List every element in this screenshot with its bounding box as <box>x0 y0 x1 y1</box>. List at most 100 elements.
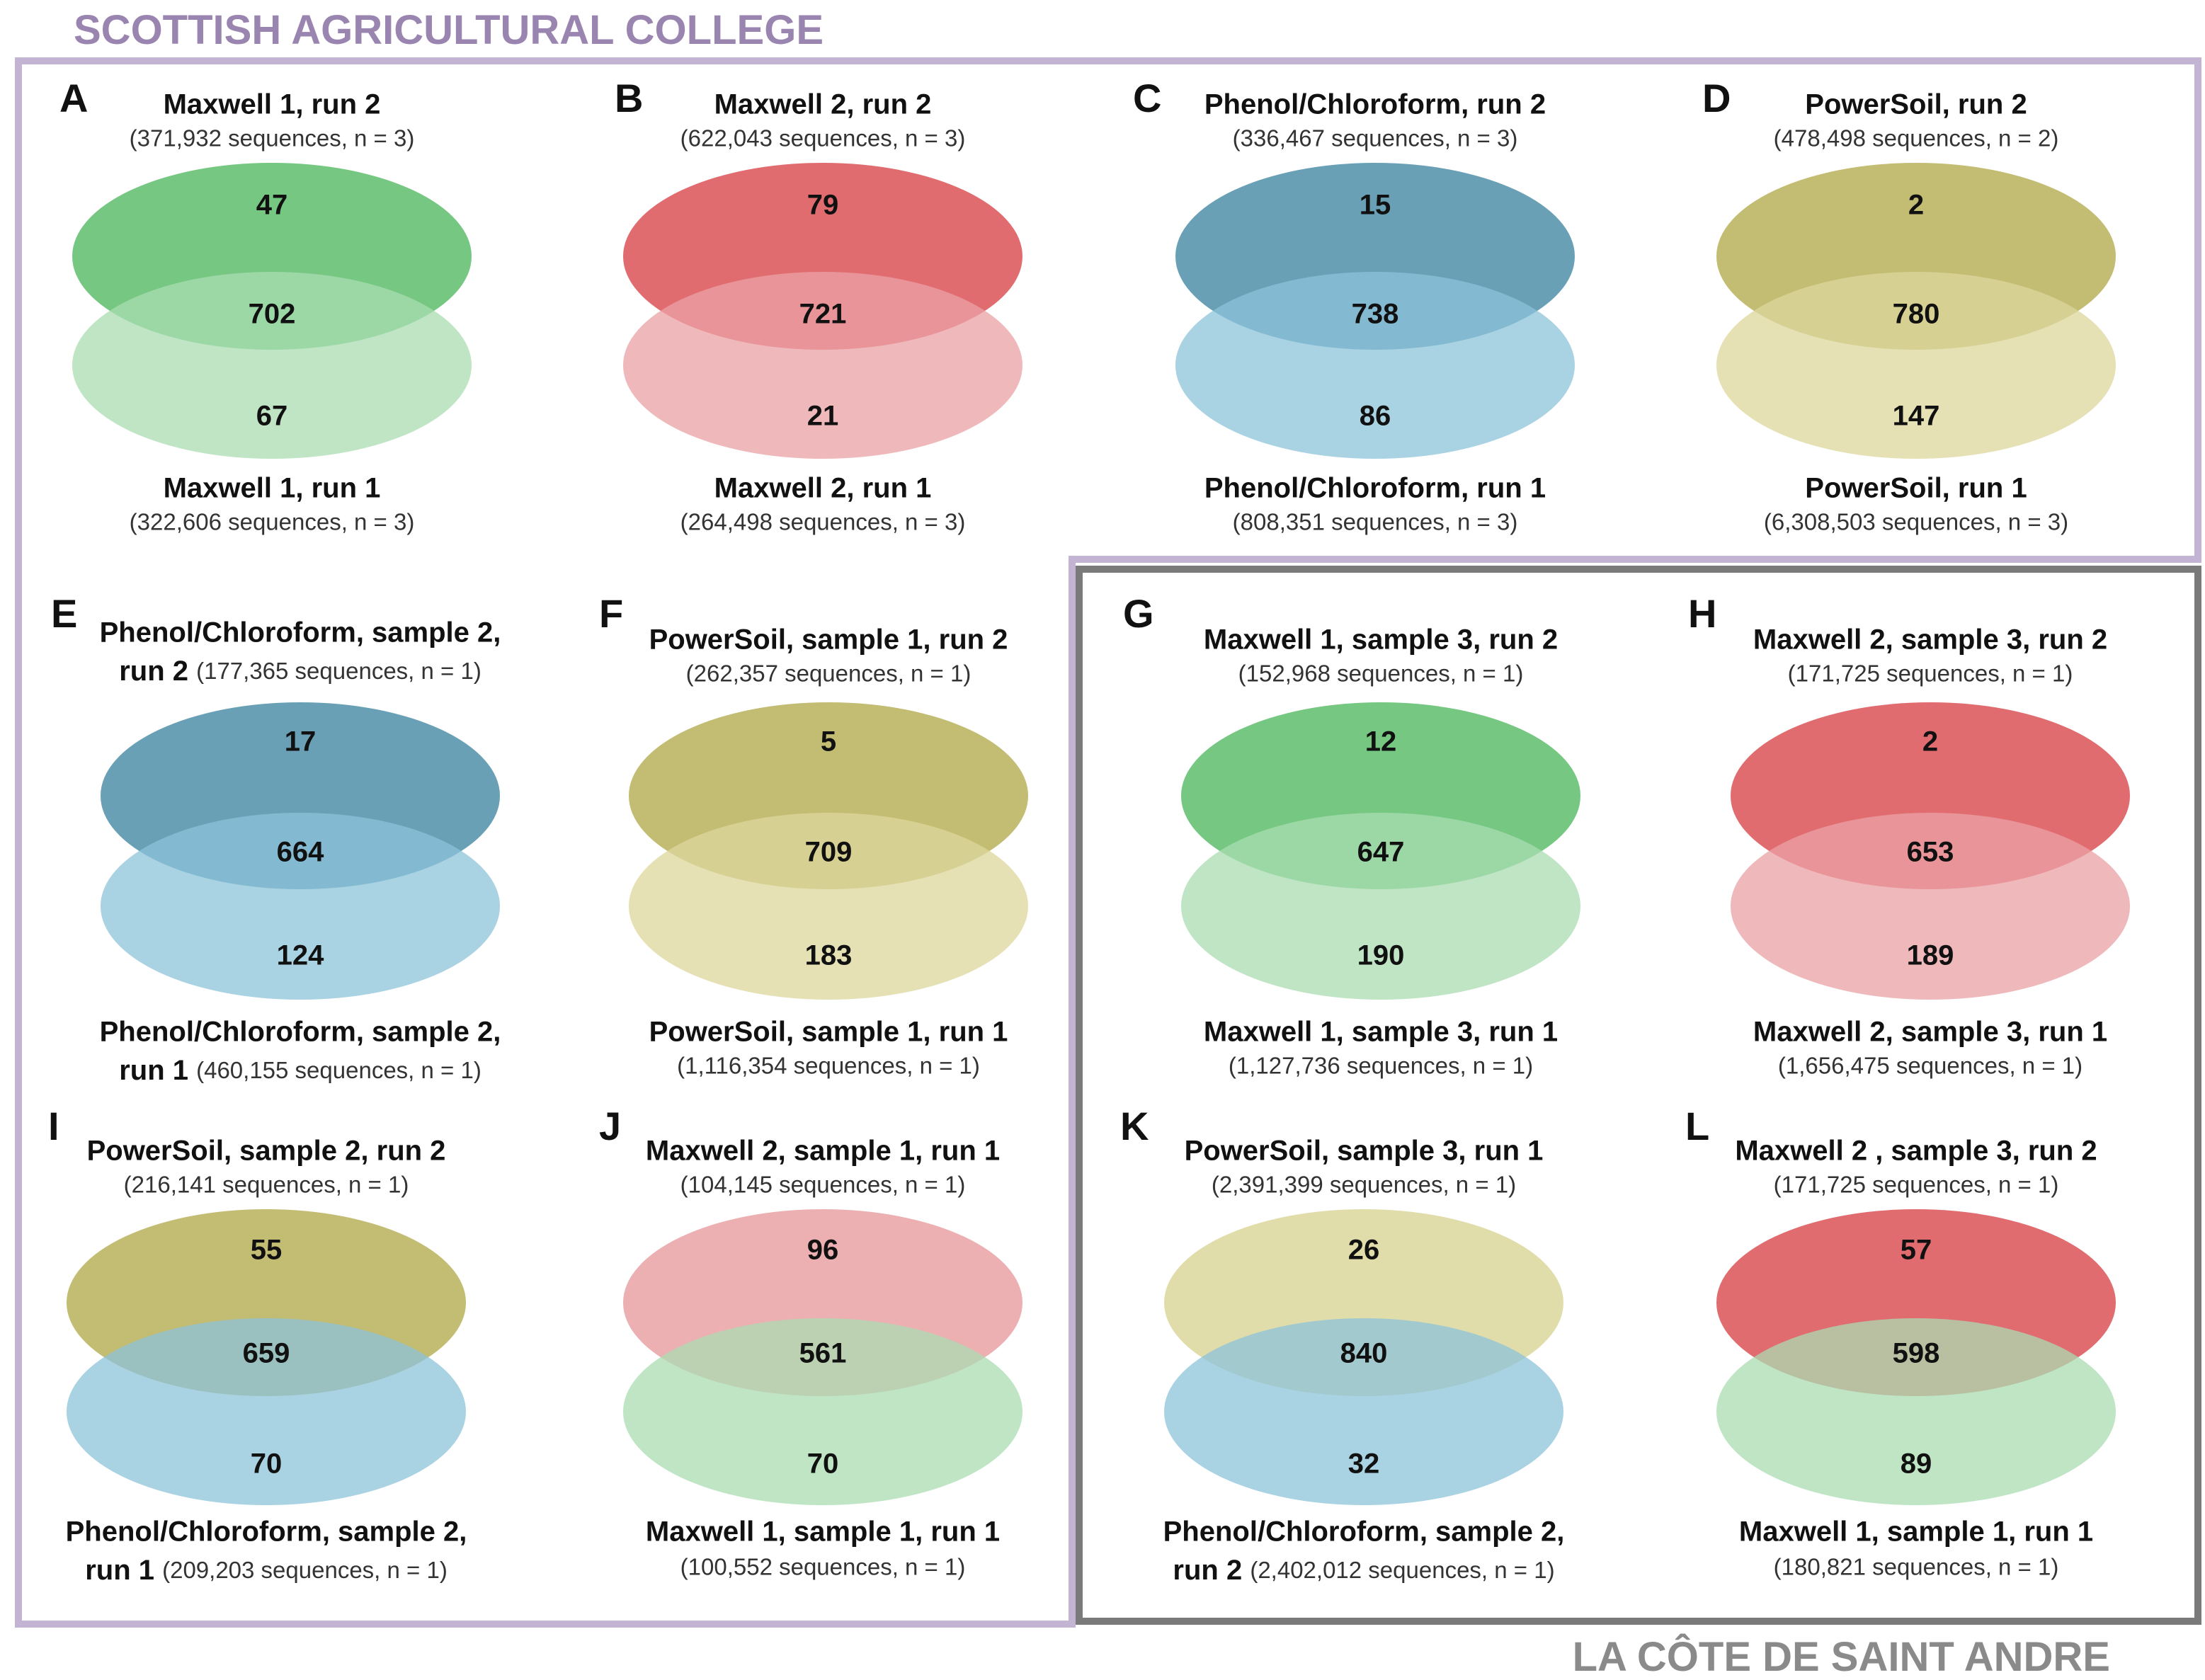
bottom-set-title-line2: run 1 (209,203 sequences, n = 1) <box>85 1555 448 1586</box>
bottom-set-sequence-count: (209,203 sequences, n = 1) <box>162 1557 448 1583</box>
bottom-set-title: Maxwell 2, sample 3, run 1 <box>1753 1017 2107 1048</box>
bottom-set-title: Phenol/Chloroform, sample 2, <box>1163 1516 1565 1548</box>
bottom-set-title-cont: run 1 <box>85 1555 154 1586</box>
top-set-sequence-count: (152,968 sequences, n = 1) <box>1238 661 1524 687</box>
venn-panel-g: G Maxwell 1, sample 3, run 2 (152,968 sequ… <box>1123 591 1580 1079</box>
bottom-set-ellipse <box>1164 1318 1563 1505</box>
top-only-count: 26 <box>1348 1235 1380 1266</box>
venn-panel-f: F PowerSoil, sample 1, run 2 (262,357 sequ… <box>599 591 1028 1079</box>
bottom-set-title-cont: run 1 <box>119 1055 188 1086</box>
bottom-only-count: 147 <box>1893 401 1940 432</box>
bottom-set-ellipse <box>67 1318 466 1505</box>
shared-count: 653 <box>1907 837 1954 868</box>
top-only-count: 55 <box>251 1235 283 1266</box>
panel-letter: H <box>1688 591 1716 636</box>
venn-panel-i: I PowerSoil, sample 2, run 2 (216,141 sequ… <box>48 1104 467 1586</box>
bottom-set-title: Maxwell 1, sample 1, run 1 <box>646 1516 1000 1548</box>
shared-count: 659 <box>243 1338 290 1369</box>
panel-letter: J <box>599 1104 621 1148</box>
bottom-set-ellipse <box>1731 813 2130 1000</box>
saint-andre-group-frame <box>1076 566 2201 1625</box>
bottom-set-sequence-count: (322,606 sequences, n = 3) <box>130 509 415 535</box>
top-set-title: Maxwell 2, sample 3, run 2 <box>1753 624 2107 656</box>
top-set-sequence-count: (171,725 sequences, n = 1) <box>1774 1172 2059 1198</box>
top-set-title: Maxwell 1, run 2 <box>164 89 381 120</box>
top-only-count: 79 <box>807 190 839 221</box>
top-only-count: 15 <box>1360 190 1391 221</box>
scottish-group-label: SCOTTISH AGRICULTURAL COLLEGE <box>74 7 824 53</box>
venn-panel-d: D PowerSoil, run 2 (478,498 sequences, n =… <box>1702 76 2116 535</box>
saint-andre-group-label: LA CÔTE DE SAINT ANDRE <box>1573 1634 2110 1680</box>
shared-count: 780 <box>1893 299 1940 330</box>
bottom-set-ellipse <box>1716 1318 2116 1505</box>
top-set-title-cont: run 2 <box>119 656 188 687</box>
top-set-sequence-count: (104,145 sequences, n = 1) <box>680 1172 966 1198</box>
top-only-count: 57 <box>1901 1235 1932 1266</box>
bottom-set-title: Maxwell 1, sample 1, run 1 <box>1739 1516 2093 1548</box>
bottom-set-ellipse <box>72 272 472 459</box>
bottom-only-count: 67 <box>256 401 288 432</box>
top-only-count: 47 <box>256 190 288 221</box>
bottom-only-count: 70 <box>251 1448 283 1480</box>
top-set-title: Phenol/Chloroform, run 2 <box>1204 89 1546 120</box>
bottom-set-ellipse <box>1716 272 2116 459</box>
bottom-set-ellipse <box>1175 272 1575 459</box>
top-set-title: Maxwell 1, sample 3, run 2 <box>1204 624 1558 656</box>
bottom-set-title: PowerSoil, sample 1, run 1 <box>649 1017 1008 1048</box>
bottom-only-count: 124 <box>277 940 324 971</box>
shared-count: 664 <box>277 837 324 868</box>
panel-letter: C <box>1133 76 1161 120</box>
shared-count: 561 <box>799 1338 847 1369</box>
venn-panel-a: A Maxwell 1, run 2 (371,932 sequences, n =… <box>59 76 472 535</box>
bottom-set-title: Phenol/Chloroform, sample 2, <box>66 1516 467 1548</box>
top-only-count: 12 <box>1365 726 1397 758</box>
venn-panel-j: J Maxwell 2, sample 1, run 1 (104,145 sequ… <box>599 1104 1022 1580</box>
top-set-title-line2: run 2 (177,365 sequences, n = 1) <box>119 656 482 687</box>
top-set-sequence-count: (2,391,399 sequences, n = 1) <box>1212 1172 1516 1198</box>
bottom-set-title: Phenol/Chloroform, sample 2, <box>100 1017 501 1048</box>
shared-count: 709 <box>805 837 853 868</box>
scottish-group-frame <box>15 57 2201 1628</box>
bottom-set-sequence-count: (6,308,503 sequences, n = 3) <box>1764 509 2068 535</box>
top-set-sequence-count: (371,932 sequences, n = 3) <box>130 125 415 152</box>
panel-letter: E <box>51 591 77 636</box>
top-only-count: 96 <box>807 1235 839 1266</box>
bottom-set-title: Maxwell 1, run 1 <box>164 473 381 504</box>
top-set-sequence-count: (336,467 sequences, n = 3) <box>1233 125 1518 152</box>
top-only-count: 5 <box>821 726 836 758</box>
bottom-set-sequence-count: (1,656,475 sequences, n = 1) <box>1778 1053 2082 1079</box>
bottom-set-sequence-count: (180,821 sequences, n = 1) <box>1774 1554 2059 1580</box>
bottom-set-ellipse <box>623 1318 1022 1505</box>
shared-count: 598 <box>1893 1338 1940 1369</box>
venn-panel-b: B Maxwell 2, run 2 (622,043 sequences, n =… <box>615 76 1022 535</box>
bottom-set-title-line2: run 1 (460,155 sequences, n = 1) <box>119 1055 482 1086</box>
panel-letter: K <box>1120 1104 1149 1148</box>
shared-count: 702 <box>249 299 296 330</box>
venn-panel-e: E Phenol/Chloroform, sample 2, run 2 (177,… <box>51 591 501 1086</box>
venn-panel-l: L Maxwell 2 , sample 3, run 2 (171,725 seq… <box>1685 1104 2116 1580</box>
bottom-only-count: 70 <box>807 1448 839 1480</box>
panel-letter: F <box>599 591 623 636</box>
top-set-sequence-count: (262,357 sequences, n = 1) <box>686 661 972 687</box>
bottom-set-title: Maxwell 1, sample 3, run 1 <box>1204 1017 1558 1048</box>
top-set-title: PowerSoil, sample 1, run 2 <box>649 624 1008 656</box>
top-set-sequence-count: (622,043 sequences, n = 3) <box>680 125 966 152</box>
bottom-set-sequence-count: (100,552 sequences, n = 1) <box>680 1554 966 1580</box>
bottom-only-count: 89 <box>1901 1448 1932 1480</box>
panel-letter: D <box>1702 76 1731 120</box>
shared-count: 647 <box>1357 837 1405 868</box>
top-set-title: Maxwell 2, sample 1, run 1 <box>646 1136 1000 1167</box>
bottom-only-count: 183 <box>805 940 853 971</box>
top-set-sequence-count: (171,725 sequences, n = 1) <box>1788 661 2073 687</box>
bottom-only-count: 189 <box>1907 940 1954 971</box>
panel-letter: I <box>48 1104 59 1148</box>
panel-letter: A <box>59 76 88 120</box>
panel-letter: B <box>615 76 643 120</box>
venn-panel-k: K PowerSoil, sample 3, run 1 (2,391,399 se… <box>1120 1104 1564 1586</box>
bottom-set-sequence-count: (1,127,736 sequences, n = 1) <box>1229 1053 1533 1079</box>
bottom-set-ellipse <box>623 272 1022 459</box>
bottom-only-count: 21 <box>807 401 839 432</box>
panel-letter: L <box>1685 1104 1709 1148</box>
